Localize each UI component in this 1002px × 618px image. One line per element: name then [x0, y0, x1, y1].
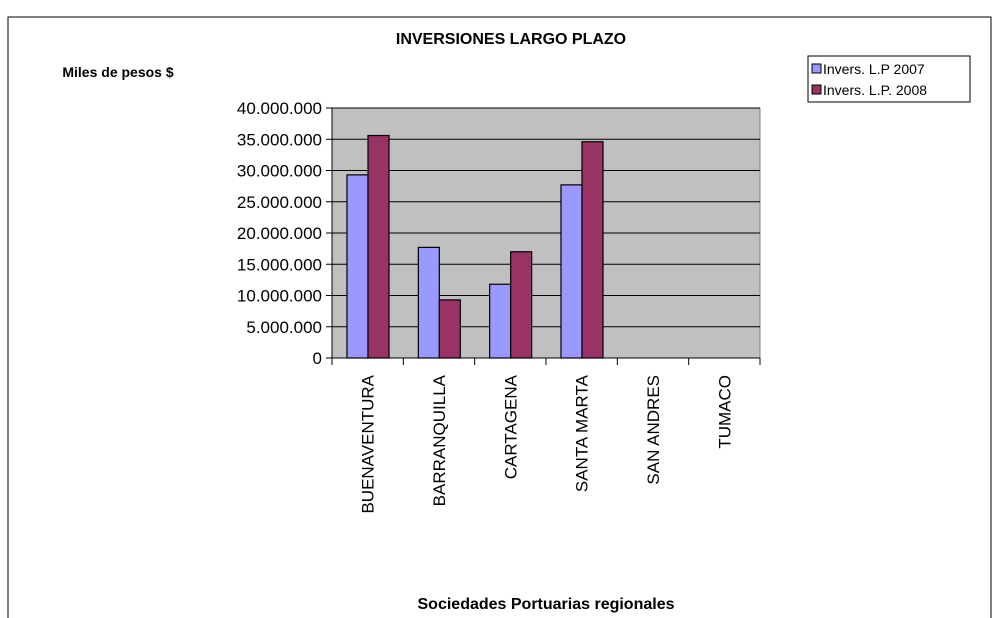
bar [438, 299, 461, 359]
legend-label: Invers. L.P. 2008 [823, 82, 927, 98]
y-tick-label: 10.000.000 [237, 287, 322, 306]
bar [560, 184, 583, 359]
bar [489, 283, 512, 359]
x-tick-label: BUENAVENTURA [359, 374, 378, 513]
x-axis-title: Sociedades Portuarias regionales [418, 596, 675, 613]
x-tick-label: SAN ANDRES [644, 375, 663, 485]
chart-title: INVERSIONES LARGO PLAZO [396, 31, 626, 48]
y-axis-title: Miles de pesos $ [62, 64, 173, 80]
legend-label: Invers. L.P 2007 [823, 61, 925, 77]
legend-swatch [811, 84, 822, 95]
y-tick-label: 40.000.000 [237, 99, 322, 118]
y-tick-label: 5.000.000 [246, 318, 322, 337]
x-tick-label: SANTA MARTA [573, 374, 592, 492]
y-tick-label: 20.000.000 [237, 224, 322, 243]
y-tick-label: 30.000.000 [237, 162, 322, 181]
x-tick-label: CARTAGENA [501, 374, 520, 479]
y-tick-label: 25.000.000 [237, 193, 322, 212]
bar [417, 246, 440, 359]
y-tick-label: 15.000.000 [237, 255, 322, 274]
y-tick-label: 35.000.000 [237, 130, 322, 149]
bar [581, 141, 604, 359]
x-tick-label: BARRANQUILLA [430, 374, 449, 506]
x-tick-label: TUMACO [715, 375, 734, 449]
bar [367, 134, 390, 359]
legend-box [807, 55, 971, 103]
bar [510, 251, 533, 359]
legend-swatch [811, 63, 822, 74]
y-tick-label: 0 [313, 349, 322, 368]
bar [346, 174, 369, 359]
